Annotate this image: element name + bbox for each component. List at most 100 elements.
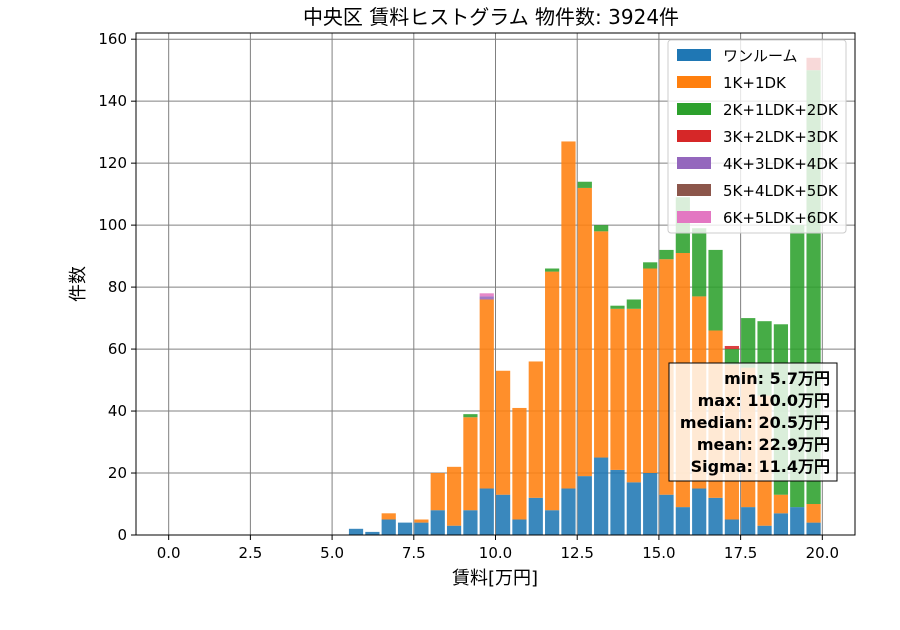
chart-title: 中央区 賃料ヒストグラム 物件数: 3924件 bbox=[303, 5, 679, 29]
bar-segment bbox=[659, 249, 674, 260]
bar-segment bbox=[610, 469, 625, 535]
bar-segment bbox=[397, 522, 413, 535]
bar-segment bbox=[479, 296, 494, 300]
bar-segment bbox=[577, 476, 592, 535]
x-tick-label: 7.5 bbox=[402, 544, 426, 562]
legend-label: 3K+2LDK+3DK bbox=[723, 128, 839, 146]
bar-segment bbox=[545, 271, 560, 511]
bar-segment bbox=[643, 262, 658, 269]
legend-label: 5K+4LDK+5DK bbox=[723, 182, 839, 200]
bar-segment bbox=[610, 308, 625, 470]
x-tick-label: 17.5 bbox=[724, 544, 757, 562]
legend-swatch bbox=[677, 130, 711, 142]
stat-line: min: 5.7万円 bbox=[724, 369, 830, 388]
bar-segment bbox=[365, 531, 380, 535]
bar-segment bbox=[479, 293, 494, 297]
bar-segment bbox=[479, 299, 494, 489]
bar-segment bbox=[577, 187, 592, 477]
bar-segment bbox=[561, 141, 576, 489]
legend-swatch bbox=[677, 49, 711, 61]
bar-segment bbox=[773, 494, 789, 514]
bar-segment bbox=[561, 488, 576, 535]
stats-box: min: 5.7万円 max: 110.0万円 median: 20.5万円 mean… bbox=[668, 362, 838, 482]
bar-segment bbox=[708, 497, 723, 535]
bar-segment bbox=[773, 513, 789, 535]
bar-segment bbox=[724, 519, 739, 535]
stat-line: Sigma: 11.4万円 bbox=[691, 457, 830, 476]
bar-segment bbox=[626, 308, 641, 483]
y-tick-label: 80 bbox=[108, 278, 127, 296]
bar-segment bbox=[430, 473, 445, 511]
legend-swatch bbox=[677, 157, 711, 169]
bar-segment bbox=[594, 231, 609, 458]
bar-segment bbox=[463, 414, 478, 418]
bar-segment bbox=[512, 519, 527, 535]
bar-segment bbox=[512, 407, 527, 520]
bar-segment bbox=[659, 494, 674, 535]
x-tick-label: 15.0 bbox=[642, 544, 675, 562]
y-tick-label: 100 bbox=[98, 216, 127, 234]
bar-segment bbox=[724, 349, 739, 365]
legend-label: 4K+3LDK+4DK bbox=[723, 155, 839, 173]
bar-segment bbox=[626, 482, 641, 535]
stats-frame bbox=[668, 362, 838, 482]
legend-label: 2K+1LDK+2DK bbox=[723, 101, 839, 119]
y-tick-label: 120 bbox=[98, 154, 127, 172]
bar-segment bbox=[724, 345, 739, 350]
axis-ticks: 0.0 2.5 5.0 7.5 10.0 12.5 15.0 17.5 20.0 0 20 40 60 8… bbox=[98, 30, 839, 562]
stat-line: mean: 22.9万円 bbox=[697, 435, 830, 454]
bar-segment bbox=[414, 522, 429, 535]
bar-segment bbox=[806, 522, 821, 535]
bar-segment bbox=[741, 318, 756, 368]
y-tick-label: 20 bbox=[108, 464, 127, 482]
bar-segment bbox=[610, 305, 625, 309]
bar-segment bbox=[692, 228, 707, 297]
bar-segment bbox=[446, 525, 462, 535]
bar-segment bbox=[577, 181, 592, 188]
stat-line: median: 20.5万円 bbox=[680, 413, 830, 432]
y-tick-label: 60 bbox=[108, 340, 127, 358]
bar-segment bbox=[496, 370, 511, 495]
x-tick-label: 20.0 bbox=[806, 544, 839, 562]
legend-label: 6K+5LDK+6DK bbox=[723, 209, 839, 227]
legend-swatch bbox=[677, 76, 711, 88]
y-tick-label: 140 bbox=[98, 92, 127, 110]
bar-segment bbox=[626, 299, 641, 309]
legend-swatch bbox=[677, 211, 711, 223]
y-tick-label: 40 bbox=[108, 402, 127, 420]
legend-swatch bbox=[677, 184, 711, 196]
bar-segment bbox=[741, 507, 756, 535]
bar-segment bbox=[463, 417, 478, 511]
legend-label: 1K+1DK bbox=[723, 74, 787, 92]
y-tick-label: 160 bbox=[98, 30, 127, 48]
bar-segment bbox=[414, 519, 429, 523]
bar-segment bbox=[708, 249, 723, 331]
legend-box bbox=[667, 39, 847, 234]
bar-segment bbox=[528, 361, 543, 498]
bar-segment bbox=[528, 497, 543, 535]
bar-segment bbox=[545, 268, 560, 272]
bar-segment bbox=[790, 507, 805, 535]
bar-segment bbox=[594, 225, 609, 232]
bar-segment bbox=[381, 513, 396, 520]
bar-segment bbox=[594, 457, 609, 535]
x-tick-label: 12.5 bbox=[561, 544, 594, 562]
bar-segment bbox=[545, 510, 560, 535]
bar-segment bbox=[446, 466, 462, 526]
bar-segment bbox=[692, 488, 707, 535]
x-tick-label: 0.0 bbox=[157, 544, 181, 562]
legend: ワンルーム 1K+1DK 2K+1LDK+2DK 3K+2LDK+3DK 4K+3LDK… bbox=[667, 39, 847, 234]
legend-swatch bbox=[677, 103, 711, 115]
bar-segment bbox=[643, 473, 658, 535]
x-axis-label: 賃料[万円] bbox=[452, 568, 538, 589]
x-tick-label: 5.0 bbox=[320, 544, 344, 562]
y-tick-label: 0 bbox=[117, 526, 127, 544]
x-tick-label: 2.5 bbox=[238, 544, 262, 562]
stat-line: max: 110.0万円 bbox=[698, 391, 830, 410]
bar-segment bbox=[430, 510, 445, 535]
y-axis-label: 件数 bbox=[68, 266, 89, 302]
bar-segment bbox=[348, 528, 364, 535]
bar-segment bbox=[757, 525, 772, 535]
x-tick-label: 10.0 bbox=[479, 544, 512, 562]
